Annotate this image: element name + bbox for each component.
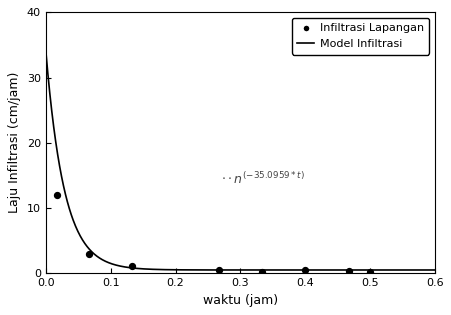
Text: $\cdot\cdot\mathit{n}^{(-35.0959*t)}$: $\cdot\cdot\mathit{n}^{(-35.0959*t)}$ <box>221 171 304 186</box>
Point <box>128 264 135 269</box>
Point <box>301 267 308 272</box>
Point <box>366 269 373 274</box>
X-axis label: waktu (jam): waktu (jam) <box>202 294 277 307</box>
Point <box>344 269 351 274</box>
Point <box>258 269 265 274</box>
Y-axis label: Laju Infiltrasi (cm/jam): Laju Infiltrasi (cm/jam) <box>8 72 21 214</box>
Legend: Infiltrasi Lapangan, Model Infiltrasi: Infiltrasi Lapangan, Model Infiltrasi <box>291 18 428 54</box>
Point <box>86 251 93 256</box>
Point <box>53 192 60 198</box>
Point <box>215 267 222 272</box>
